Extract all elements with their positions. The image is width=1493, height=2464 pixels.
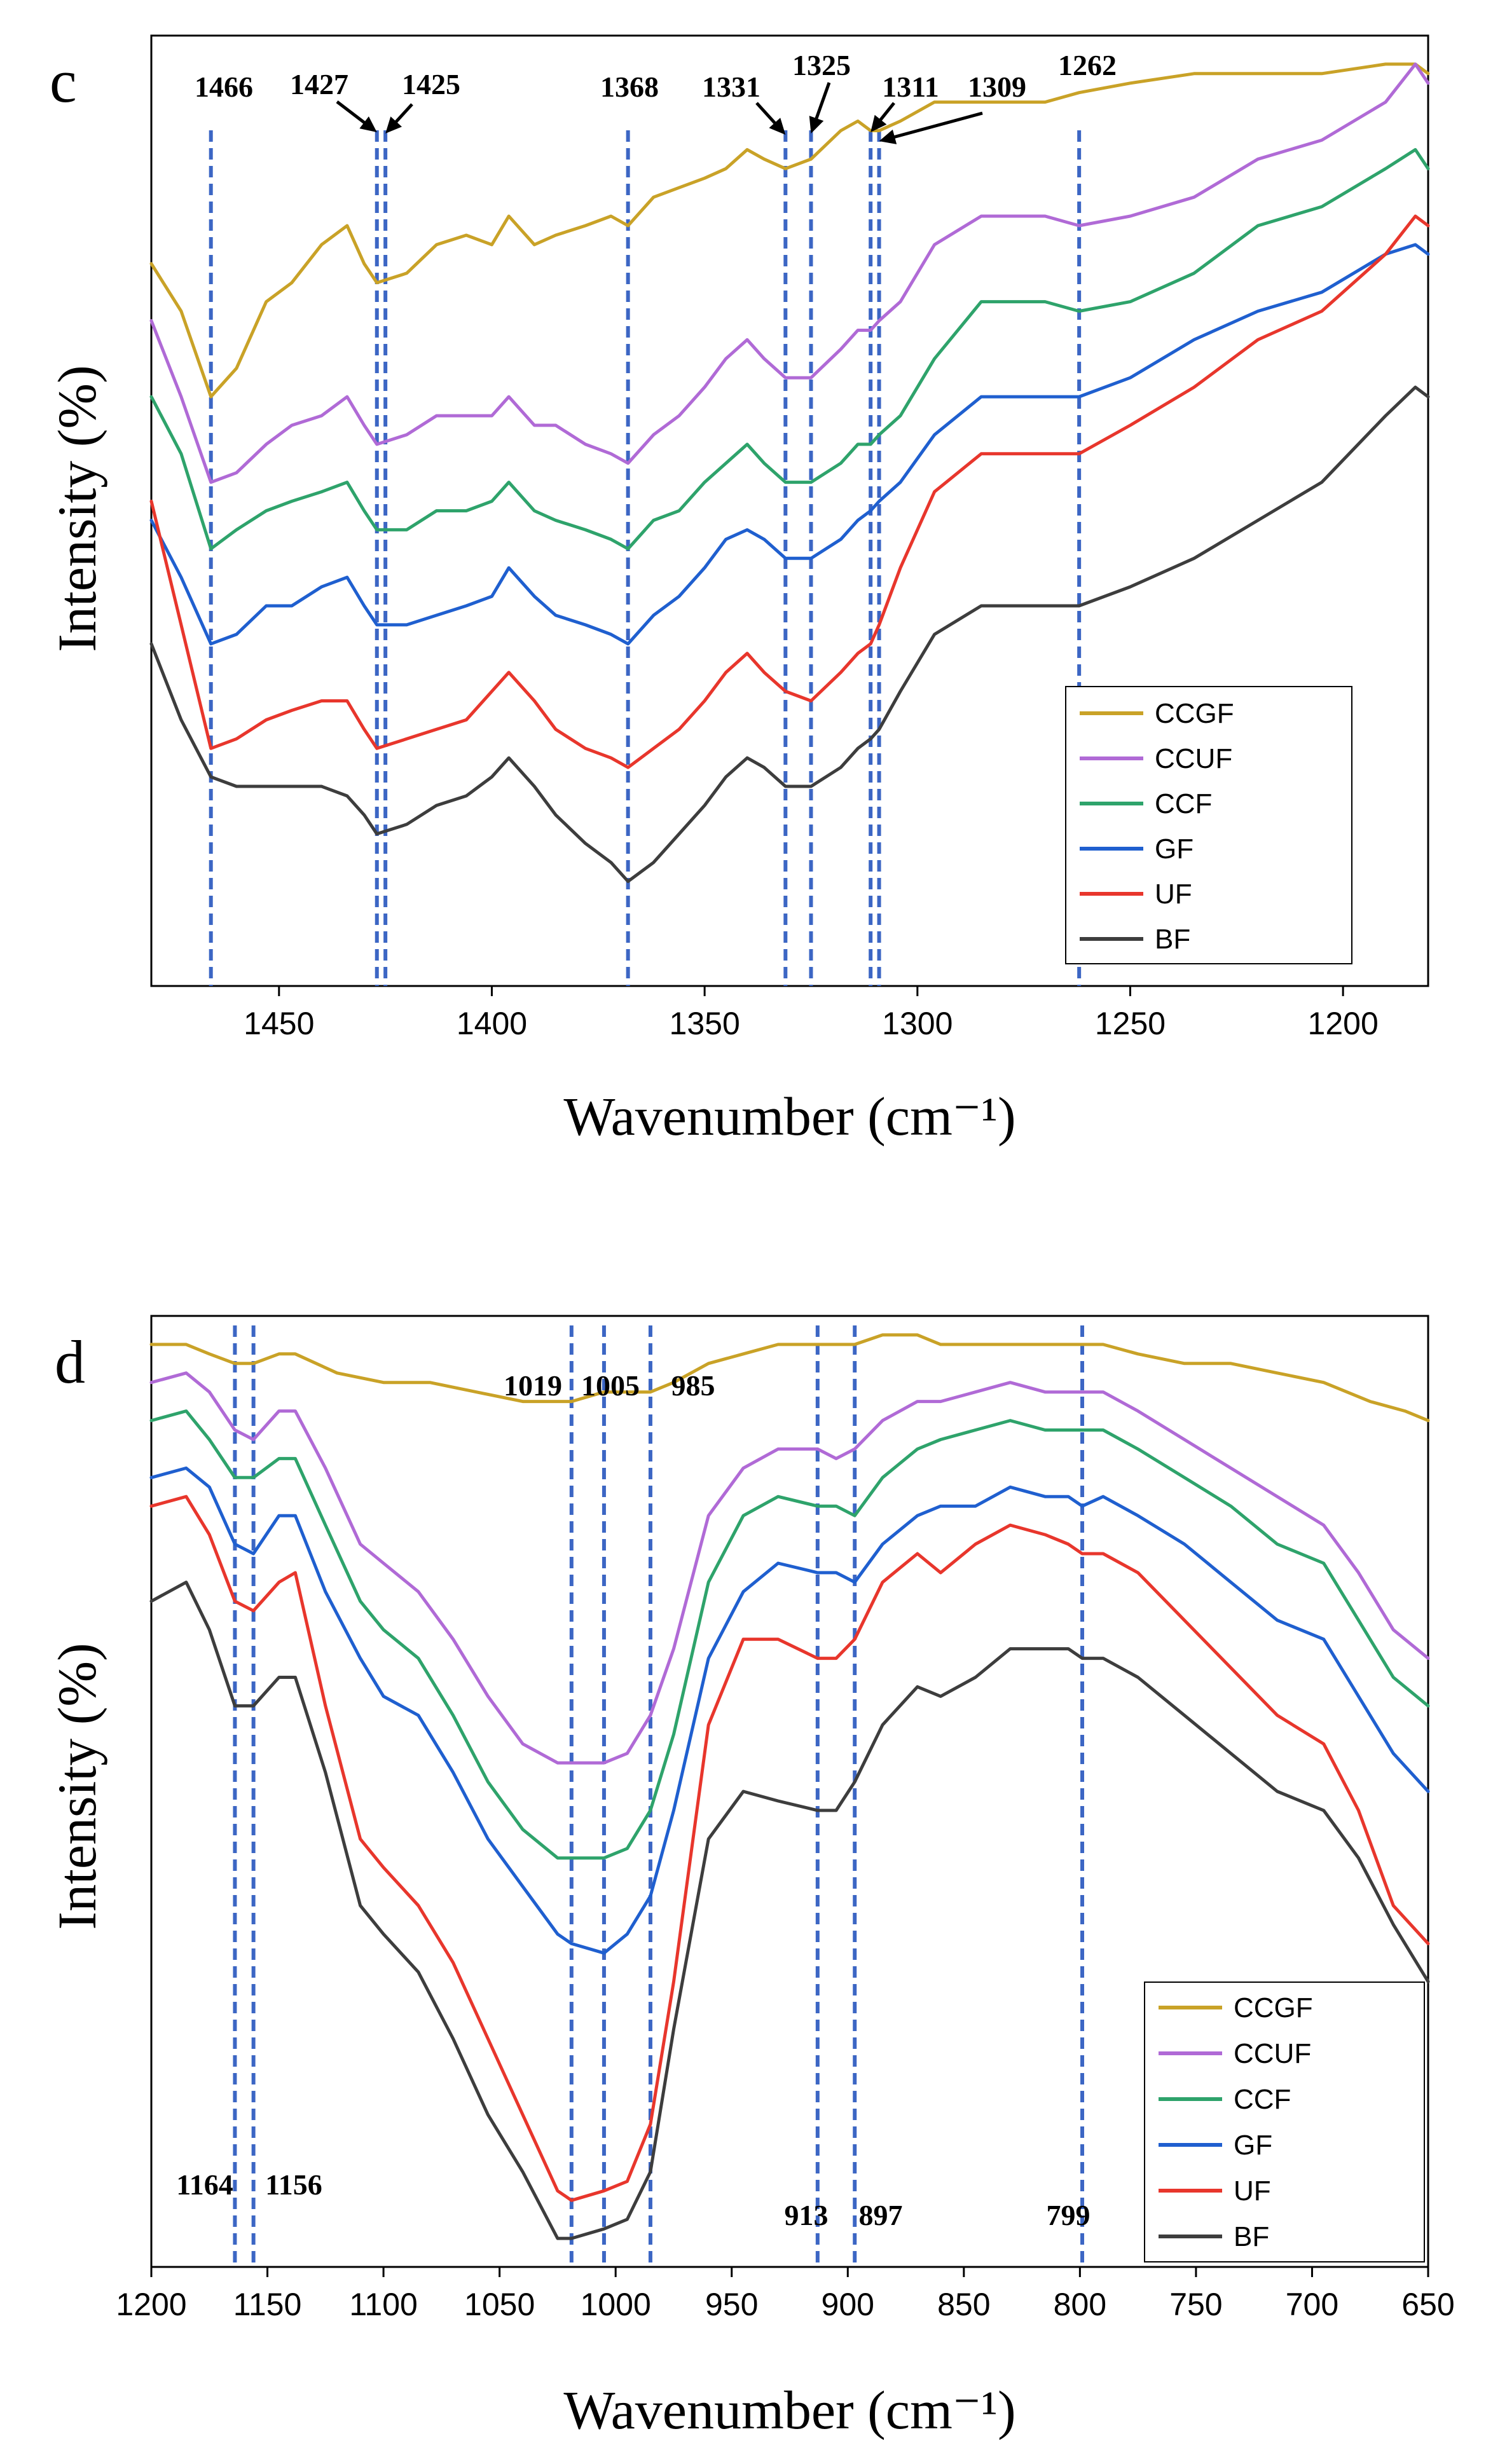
panel-d-peak-labels: 1164 1156 1019 1005 985 913 897 799	[176, 1369, 1090, 2231]
series-line-bf	[149, 1580, 1430, 2240]
x-tick-label: 850	[937, 2287, 990, 2322]
panel-c-peak-labels: 1466 1427 1425 1368 1331 1325 1311 1309 1262	[195, 49, 1117, 144]
peak-label: 1466	[195, 71, 253, 103]
x-tick-label: 1150	[233, 2287, 302, 2322]
legend-label: CCUF	[1234, 2038, 1311, 2069]
peak-arrow-head	[879, 129, 897, 144]
panel-d-y-axis-title: Intensity (%)	[46, 1643, 107, 1929]
x-tick-label: 1000	[581, 2287, 651, 2322]
legend-label: UF	[1234, 2175, 1271, 2207]
legend-label: CCF	[1155, 788, 1212, 819]
x-tick-label: 1050	[464, 2287, 535, 2322]
x-tick-label: 1350	[670, 1006, 740, 1041]
x-tick-label: 1200	[1308, 1006, 1379, 1041]
series-line-ccgf	[149, 62, 1430, 399]
series-line-ccuf	[149, 62, 1430, 484]
x-tick-label: 1450	[244, 1006, 314, 1041]
peak-label: 1164	[176, 2168, 233, 2201]
panel-d-series	[149, 1333, 1430, 2240]
peak-label: 1309	[968, 71, 1026, 103]
panel-c: c Intensity (%) Wavenumber (cm⁻¹) 1450 14…	[46, 34, 1430, 1147]
legend-label: CCF	[1234, 2084, 1291, 2115]
peak-label: 1427	[290, 68, 348, 100]
x-tick-label: 700	[1286, 2287, 1338, 2322]
peak-label: 1019	[504, 1369, 562, 1402]
legend-label: CCGF	[1155, 698, 1234, 729]
series-line-ccf	[149, 147, 1430, 551]
legend-label: GF	[1155, 833, 1194, 865]
peak-arrow-head	[385, 116, 402, 133]
peak-label: 913	[785, 2199, 829, 2231]
legend-label: BF	[1234, 2221, 1269, 2252]
series-line-uf	[149, 214, 1430, 769]
peak-arrow	[814, 82, 831, 121]
legend-label: CCGF	[1234, 1992, 1313, 2023]
panel-c-label: c	[50, 47, 77, 115]
panel-c-frame	[150, 34, 1429, 987]
legend-label: UF	[1155, 879, 1192, 910]
x-tick-label: 800	[1054, 2287, 1106, 2322]
series-line-bf	[149, 385, 1430, 883]
panel-c-x-ticks: 1450 1400 1350 1300 1250 1200	[244, 986, 1379, 1041]
x-tick-label: 950	[705, 2287, 758, 2322]
peak-arrow-head	[359, 116, 377, 132]
panel-c-series	[149, 62, 1430, 883]
x-tick-label: 900	[822, 2287, 874, 2322]
peak-arrow	[877, 102, 895, 123]
legend-label: CCUF	[1155, 743, 1232, 774]
legend-box	[1144, 1981, 1425, 2262]
panel-c-reference-lines	[209, 130, 1082, 986]
panel-d-x-ticks: 1200 1150 1100 1050 1000 950 900 850 800 750 700 65…	[116, 2267, 1455, 2322]
x-tick-label: 1400	[457, 1006, 527, 1041]
series-line-ccuf	[149, 1371, 1430, 1765]
series-line-uf	[149, 1495, 1430, 2202]
series-line-gf	[149, 1466, 1430, 1955]
peak-arrow	[755, 102, 778, 126]
panel-d-legend: CCGF CCUF CCF GF UF BF	[1144, 1981, 1425, 2262]
peak-arrow-head	[809, 116, 824, 133]
peak-label: 1331	[702, 71, 760, 103]
series-line-gf	[149, 243, 1430, 646]
panel-c-y-axis-title: Intensity (%)	[46, 365, 107, 652]
peak-label: 799	[1047, 2199, 1091, 2231]
peak-label: 1262	[1058, 49, 1117, 81]
peak-label: 897	[859, 2199, 903, 2231]
panel-c-x-axis-title: Wavenumber (cm⁻¹)	[563, 1086, 1015, 1147]
panel-d: d Intensity (%) Wavenumber (cm⁻¹) 1200 11…	[46, 1315, 1455, 2440]
peak-arrow-head	[870, 114, 887, 132]
peak-arrow	[394, 103, 413, 125]
legend-label: GF	[1234, 2130, 1272, 2161]
series-line-ccf	[149, 1409, 1430, 1860]
x-tick-label: 1300	[882, 1006, 953, 1041]
x-tick-label: 1250	[1095, 1006, 1166, 1041]
panel-d-label: d	[55, 1328, 85, 1396]
peak-label: 1368	[600, 71, 659, 103]
x-tick-label: 1200	[116, 2287, 186, 2322]
peak-label: 1325	[792, 49, 851, 81]
x-tick-label: 650	[1401, 2287, 1454, 2322]
peak-label: 985	[671, 1369, 715, 1402]
peak-arrow	[336, 100, 367, 125]
panel-c-legend: CCGF CCUF CCF GF UF BF	[1065, 686, 1352, 964]
legend-box	[1065, 686, 1352, 964]
peak-label: 1311	[882, 71, 939, 103]
panel-d-reference-lines	[233, 1325, 1085, 2267]
x-tick-label: 750	[1169, 2287, 1222, 2322]
peak-label: 1156	[265, 2168, 322, 2201]
x-tick-label: 1100	[349, 2287, 418, 2322]
panel-d-x-axis-title: Wavenumber (cm⁻¹)	[563, 2379, 1015, 2440]
series-line-ccgf	[149, 1333, 1430, 1423]
peak-label: 1005	[581, 1369, 640, 1402]
legend-label: BF	[1155, 924, 1190, 955]
peak-arrow-head	[769, 118, 786, 135]
peak-arrow	[892, 111, 983, 139]
peak-label: 1425	[402, 68, 460, 100]
